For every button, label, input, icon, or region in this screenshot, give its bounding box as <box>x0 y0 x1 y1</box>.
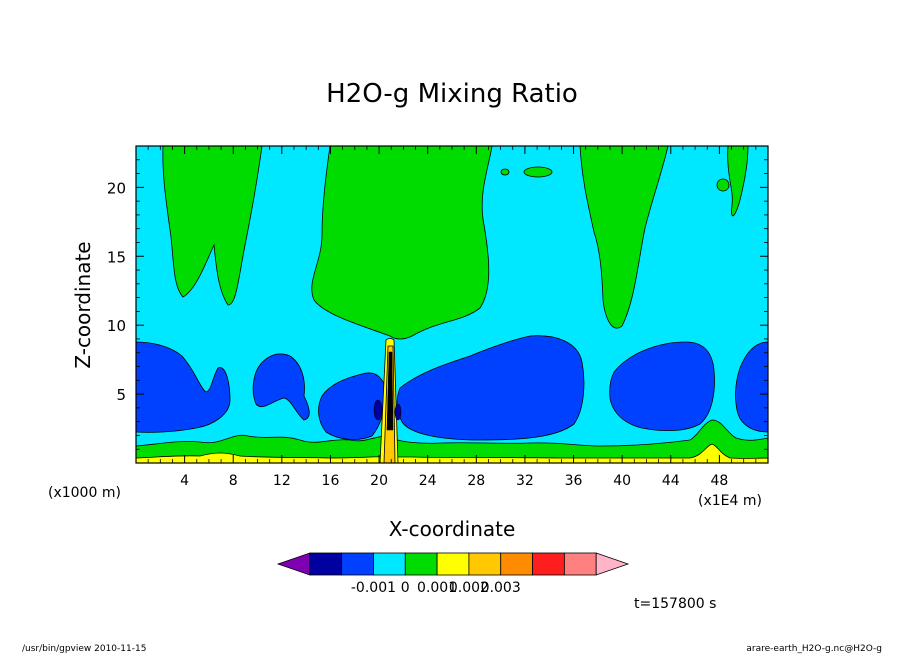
x-axis-label: X-coordinate <box>389 517 516 541</box>
blue-region <box>609 341 715 432</box>
x-tick-label: 16 <box>322 473 340 489</box>
green-band <box>136 419 768 463</box>
colorbar <box>276 552 630 576</box>
colorbar-tick-label: 0 <box>401 580 410 596</box>
green-blob <box>523 166 553 178</box>
chart-title: H2O-g Mixing Ratio <box>326 79 578 109</box>
blue-region <box>136 341 231 433</box>
colorbar-segment <box>341 552 374 576</box>
green-blob <box>716 178 730 192</box>
colorbar-segment <box>532 552 565 576</box>
time-label: t=157800 s <box>634 596 716 612</box>
y-axis-ticks: 5 10 15 20 <box>107 159 768 450</box>
blue-region <box>735 341 768 433</box>
x-tick-label: 20 <box>370 473 388 489</box>
colorbar-tick-label: -0.001 <box>351 580 396 596</box>
colorbar-segment <box>595 552 630 576</box>
contour-field <box>136 146 768 463</box>
colorbar-segment <box>468 552 502 576</box>
x-unit-left: (x1000 m) <box>48 485 121 501</box>
y-axis-label: Z-coordinate <box>71 241 95 368</box>
dark-column <box>386 351 394 431</box>
y-tick-label: 15 <box>107 248 126 266</box>
x-tick-label: 4 <box>180 473 189 489</box>
colorbar-segment <box>404 552 438 576</box>
x-tick-label: 36 <box>565 473 583 489</box>
green-plume <box>579 146 669 329</box>
x-tick-label: 48 <box>710 473 728 489</box>
y-tick-label: 20 <box>107 179 126 197</box>
green-plume <box>311 146 493 340</box>
x-unit-right: (x1E4 m) <box>698 493 762 509</box>
x-tick-label: 28 <box>467 473 485 489</box>
colorbar-tick-label: 0.002 <box>449 580 489 596</box>
x-tick-label: 12 <box>273 473 291 489</box>
x-tick-label: 40 <box>613 473 631 489</box>
footer-right: arare-earth_H2O-g.nc@H2O-g <box>746 644 882 654</box>
dark-blue-core <box>394 403 402 421</box>
x-tick-label: 8 <box>229 473 238 489</box>
colorbar-segment <box>563 552 597 576</box>
yellow-strip <box>136 443 768 463</box>
colorbar-segment <box>436 552 470 576</box>
colorbar-segment <box>373 552 406 576</box>
x-axis-ticks: 4 8 12 16 20 24 28 32 36 40 44 48 <box>147 146 757 489</box>
footer-left: /usr/bin/gpview 2010-11-15 <box>22 644 146 654</box>
colorbar-tick-label: 0.003 <box>481 580 521 596</box>
dark-blue-core <box>373 399 383 421</box>
blue-region <box>252 353 310 421</box>
x-tick-label: 32 <box>516 473 534 489</box>
green-plume <box>162 146 263 306</box>
colorbar-segment <box>276 552 311 576</box>
x-tick-label: 24 <box>419 473 437 489</box>
y-tick-label: 10 <box>107 317 126 335</box>
colorbar-tick-label: 0.001 <box>417 580 457 596</box>
colorbar-segment <box>309 552 343 576</box>
x-tick-label: 44 <box>662 473 680 489</box>
blue-region <box>396 335 585 441</box>
green-blob <box>500 168 510 176</box>
y-tick-label: 5 <box>116 386 126 404</box>
green-plume <box>727 146 749 217</box>
colorbar-segment <box>500 552 533 576</box>
